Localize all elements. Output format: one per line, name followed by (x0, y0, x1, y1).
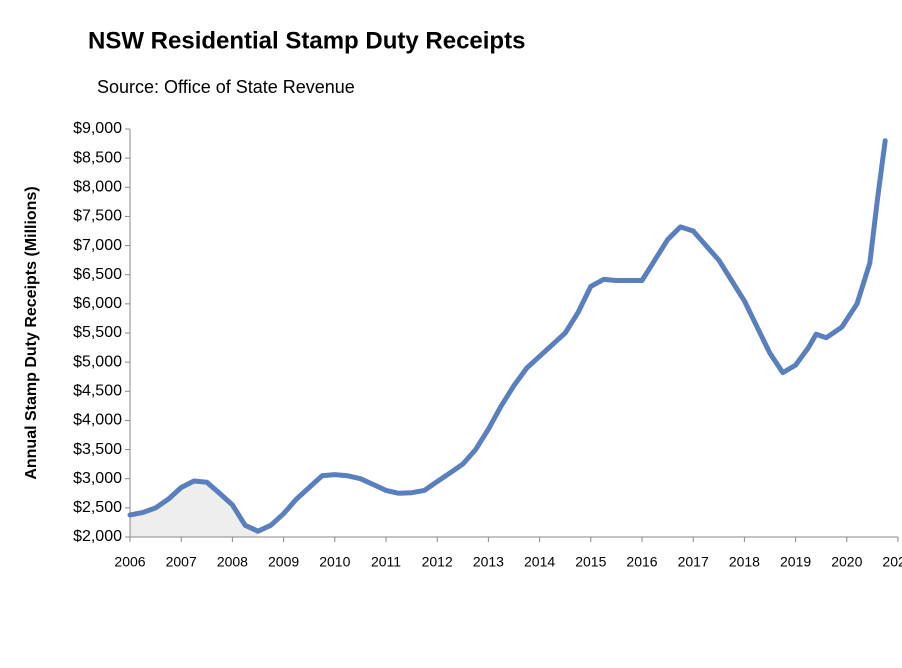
y-tick-label: $2,000 (73, 528, 122, 545)
y-axis-label: Annual Stamp Duty Receipts (Millions) (23, 186, 40, 479)
x-tick-label: 2011 (371, 554, 401, 570)
x-tick-label: 2019 (780, 554, 811, 570)
y-tick-label: $3,500 (73, 441, 122, 458)
y-tick-label: $2,500 (73, 499, 122, 516)
x-tick-label: 2009 (268, 554, 299, 570)
x-tick-label: 2006 (114, 554, 145, 570)
y-tick-label: $7,500 (73, 208, 122, 225)
highlight-area (130, 481, 258, 537)
y-tick-label: $3,000 (73, 470, 122, 487)
x-tick-label: 2016 (626, 554, 657, 570)
chart-title: NSW Residential Stamp Duty Receipts (88, 27, 525, 54)
y-tick-label: $4,500 (73, 383, 122, 400)
x-tick-label: 2012 (422, 554, 453, 570)
x-tick-label: 2018 (729, 554, 760, 570)
y-tick-label: $8,500 (73, 149, 122, 166)
chart-subtitle: Source: Office of State Revenue (97, 77, 355, 97)
y-tick-label: $6,000 (73, 295, 122, 312)
x-tick-label: 2021 (882, 554, 902, 570)
y-tick-label: $4,000 (73, 412, 122, 429)
x-tick-label: 2017 (678, 554, 709, 570)
y-tick-label: $8,000 (73, 179, 122, 196)
line (127, 138, 888, 534)
x-tick-label: 2013 (473, 554, 504, 570)
y-tick-label: $5,000 (73, 353, 122, 370)
x-tick-label: 2015 (575, 554, 606, 570)
y-tick-label: $6,500 (73, 266, 122, 283)
x-tick-label: 2010 (319, 554, 350, 570)
x-tick-label: 2008 (217, 554, 248, 570)
y-tick-label: $5,500 (73, 324, 122, 341)
x-tick-label: 2007 (166, 554, 197, 570)
x-tick-label: 2020 (831, 554, 862, 570)
y-tick-label: $9,000 (73, 120, 122, 137)
x-tick-label: 2014 (524, 554, 555, 570)
y-tick-label: $7,000 (73, 237, 122, 254)
